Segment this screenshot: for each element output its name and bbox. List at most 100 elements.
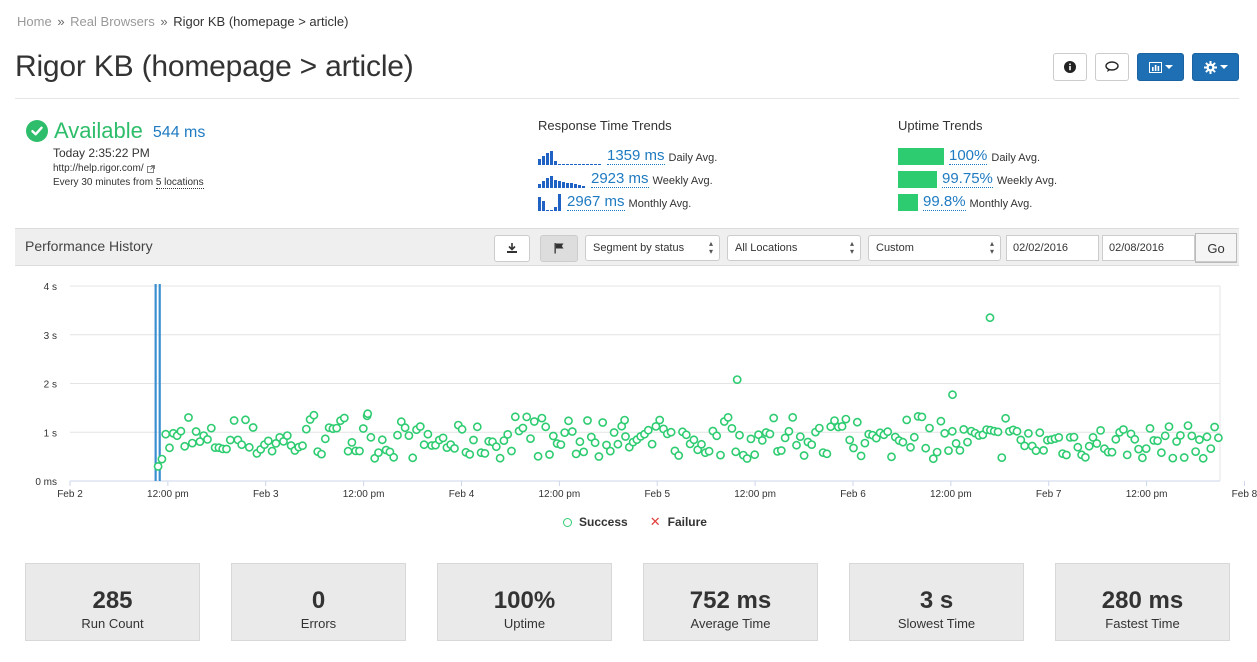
success-data-point xyxy=(997,453,1007,462)
success-data-point xyxy=(548,431,558,441)
success-data-point xyxy=(480,448,490,458)
success-data-point xyxy=(1164,422,1174,431)
success-data-point xyxy=(583,416,592,425)
go-button[interactable]: Go xyxy=(1195,233,1237,263)
date-range-select[interactable]: Custom ▴ ▾ xyxy=(868,235,1001,261)
success-data-point xyxy=(750,450,760,460)
success-data-point xyxy=(222,444,231,454)
success-data-point xyxy=(529,417,539,426)
stat-value: 280 ms xyxy=(1101,587,1184,614)
success-data-point xyxy=(1198,453,1208,463)
success-data-point xyxy=(883,427,893,437)
breadcrumb-home-link[interactable]: Home xyxy=(17,14,52,29)
comments-button[interactable] xyxy=(1095,53,1129,81)
x-tick-label: Feb 5 xyxy=(644,489,670,500)
success-data-point xyxy=(225,435,235,445)
check-url-row: http://help.rigor.com/ xyxy=(53,163,205,174)
success-data-point xyxy=(332,423,342,433)
page-title: Rigor KB (homepage > article) xyxy=(15,50,414,83)
failure-marker-icon: ✕ xyxy=(649,514,661,529)
success-data-point xyxy=(438,433,448,443)
success-data-point xyxy=(339,413,349,423)
success-data-point xyxy=(465,449,475,459)
success-data-point xyxy=(503,429,513,439)
success-data-point xyxy=(605,446,615,456)
success-data-point xyxy=(602,440,611,450)
success-data-point xyxy=(814,423,824,433)
response-trend-value-link[interactable]: 2967 ms xyxy=(567,193,625,211)
success-data-point xyxy=(267,446,277,456)
success-data-point xyxy=(674,451,684,460)
x-tick-label: Feb 4 xyxy=(449,489,475,500)
success-data-point xyxy=(1073,442,1083,452)
stat-fastest-time: 280 ms Fastest Time xyxy=(1055,563,1230,641)
uptime-trend-value-link[interactable]: 99.8% xyxy=(923,193,966,211)
success-data-point xyxy=(928,454,938,464)
response-trend-row: 1359 ms Daily Avg. xyxy=(538,143,717,165)
breadcrumb-separator: » xyxy=(57,14,65,29)
performance-history-toolbar: Performance History Segment by status ▴ ▾… xyxy=(15,228,1239,266)
response-trend-row: 2967 ms Monthly Avg. xyxy=(538,189,717,211)
x-tick-label: 12:00 pm xyxy=(147,489,189,500)
success-data-point xyxy=(1119,425,1128,434)
start-date-input[interactable]: 02/02/2016 xyxy=(1006,235,1099,261)
legend-success[interactable]: Success xyxy=(563,515,628,529)
success-data-point xyxy=(742,454,752,463)
success-data-point xyxy=(495,453,505,463)
response-trend-label: Weekly Avg. xyxy=(652,175,713,187)
success-data-point xyxy=(526,434,535,443)
success-data-point xyxy=(963,437,972,447)
reports-dropdown-button[interactable] xyxy=(1137,53,1184,81)
success-data-point xyxy=(780,433,790,443)
success-data-point xyxy=(932,447,942,457)
info-button[interactable] xyxy=(1053,53,1087,81)
success-data-point xyxy=(1092,439,1102,448)
success-data-point xyxy=(153,461,163,471)
locations-select-value: All Locations xyxy=(735,242,798,254)
success-data-point xyxy=(343,446,353,456)
success-data-point xyxy=(757,435,767,445)
breadcrumb-real-browsers-link[interactable]: Real Browsers xyxy=(70,14,155,29)
success-data-point xyxy=(537,413,547,423)
summary-stats: 285 Run Count 0 Errors 100% Uptime 752 ms Av… xyxy=(25,563,1230,641)
success-data-point xyxy=(732,375,742,384)
stat-label: Run Count xyxy=(81,616,144,631)
success-data-point xyxy=(165,443,174,453)
success-data-point xyxy=(1206,444,1216,453)
success-data-point xyxy=(746,434,756,444)
end-date-input[interactable]: 02/08/2016 xyxy=(1102,235,1195,261)
success-data-point xyxy=(651,421,661,431)
success-data-point xyxy=(1179,453,1189,462)
success-data-point xyxy=(389,452,399,462)
success-data-point xyxy=(1195,435,1204,445)
success-data-point xyxy=(944,446,953,455)
uptime-trend-value-link[interactable]: 100% xyxy=(949,147,988,165)
stat-value: 285 xyxy=(92,587,133,614)
success-data-point xyxy=(845,435,855,445)
success-data-point xyxy=(1130,434,1140,444)
segment-select[interactable]: Segment by status ▴ ▾ xyxy=(585,235,720,261)
settings-dropdown-button[interactable] xyxy=(1192,53,1239,81)
success-data-point xyxy=(510,412,520,422)
success-data-point xyxy=(237,440,247,450)
response-trend-value-link[interactable]: 2923 ms xyxy=(591,170,649,188)
locations-link[interactable]: 5 locations xyxy=(155,177,204,189)
legend-success-label: Success xyxy=(579,515,628,529)
legend-failure[interactable]: ✕ Failure xyxy=(650,515,707,529)
success-data-point xyxy=(1122,450,1132,460)
stat-value: 0 xyxy=(311,587,326,614)
success-data-point xyxy=(947,426,957,436)
response-trend-value-link[interactable]: 1359 ms xyxy=(607,147,665,165)
locations-select[interactable]: All Locations ▴ ▾ xyxy=(727,235,861,261)
success-data-point xyxy=(457,424,467,434)
success-data-point xyxy=(712,431,722,441)
uptime-trend-value-link[interactable]: 99.75% xyxy=(942,170,993,188)
success-data-point xyxy=(909,432,919,442)
flag-icon xyxy=(554,243,564,254)
check-url-link[interactable]: http://help.rigor.com/ xyxy=(53,163,144,174)
annotations-toggle-button[interactable] xyxy=(540,234,578,262)
success-data-point xyxy=(727,423,737,433)
stat-uptime: 100% Uptime xyxy=(437,563,612,641)
success-data-point xyxy=(898,437,908,447)
download-button[interactable] xyxy=(494,234,530,262)
